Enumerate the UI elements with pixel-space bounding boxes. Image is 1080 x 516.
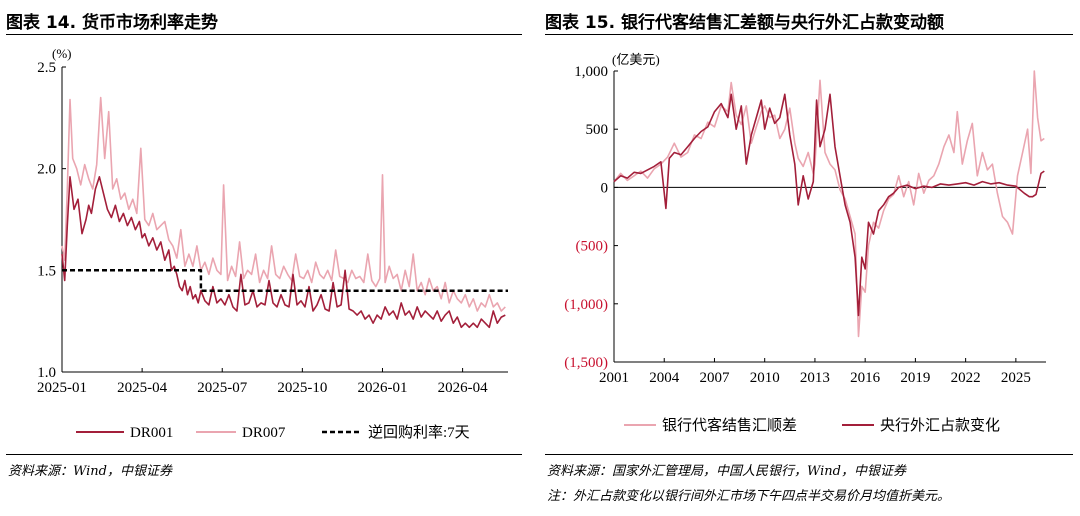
left-source-note: 资料来源：Wind，中银证券 — [8, 464, 172, 479]
right-source-rule — [545, 454, 1073, 455]
x-tick-label: 2025-10 — [277, 380, 327, 396]
series-line-1 — [61, 96, 506, 312]
y-tick-label: (1,500) — [564, 355, 608, 371]
legend-label: DR007 — [242, 425, 286, 441]
x-tick-label: 2001 — [599, 370, 629, 386]
y-axis-unit: (%) — [52, 46, 72, 61]
legend-label: 逆回购利率:7天 — [368, 424, 470, 441]
left-chart-title: 图表 14. 货币市场利率走势 — [6, 13, 218, 33]
y-tick-label: (500) — [576, 239, 609, 255]
x-tick-label: 2022 — [951, 370, 981, 386]
right-source-note: 资料来源：国家外汇管理局，中国人民银行，Wind，中银证券 — [547, 464, 906, 479]
x-tick-label: 2004 — [649, 370, 680, 386]
x-tick-label: 2025-04 — [117, 380, 167, 396]
series-line-2 — [62, 269, 508, 292]
x-tick-label: 2025-01 — [37, 380, 87, 396]
legend-label: 银行代客结售汇顺差 — [662, 417, 797, 434]
x-tick-label: 2025-07 — [197, 380, 247, 396]
x-tick-label: 2026-01 — [357, 380, 407, 396]
left-title-rule — [6, 34, 522, 35]
legend-label: 央行外汇占款变化 — [880, 417, 1000, 434]
right-chart-title: 图表 15. 银行代客结售汇差额与央行外汇占款变动额 — [545, 13, 944, 33]
x-tick-label: 2016 — [850, 370, 881, 386]
x-tick-label: 2026-04 — [438, 380, 488, 396]
y-tick-label: (1,000) — [564, 297, 608, 313]
x-tick-label: 2019 — [900, 370, 930, 386]
right-footnote: 注：外汇占款变化以银行间外汇市场下午四点半交易价月均值折美元。 — [547, 489, 951, 504]
y-tick-label: 1.5 — [37, 263, 56, 279]
x-tick-label: 2010 — [750, 370, 780, 386]
y-tick-label: 1,000 — [574, 64, 608, 80]
y-tick-label: 500 — [586, 122, 609, 138]
series-line-0 — [613, 70, 1045, 338]
x-tick-label: 2007 — [699, 370, 730, 386]
y-axis-unit: (亿美元) — [612, 52, 660, 67]
series-line-1 — [613, 93, 1045, 317]
y-tick-label: 0 — [601, 180, 609, 196]
series-line-0 — [61, 176, 506, 329]
y-tick-label: 2.0 — [37, 162, 56, 178]
legend-label: DR001 — [130, 425, 173, 441]
y-tick-label: 2.5 — [37, 60, 56, 76]
x-tick-label: 2025 — [1001, 370, 1031, 386]
y-tick-label: 1.0 — [37, 365, 56, 381]
right-title-rule — [545, 34, 1073, 35]
left-source-rule — [6, 454, 522, 455]
x-tick-label: 2013 — [800, 370, 830, 386]
